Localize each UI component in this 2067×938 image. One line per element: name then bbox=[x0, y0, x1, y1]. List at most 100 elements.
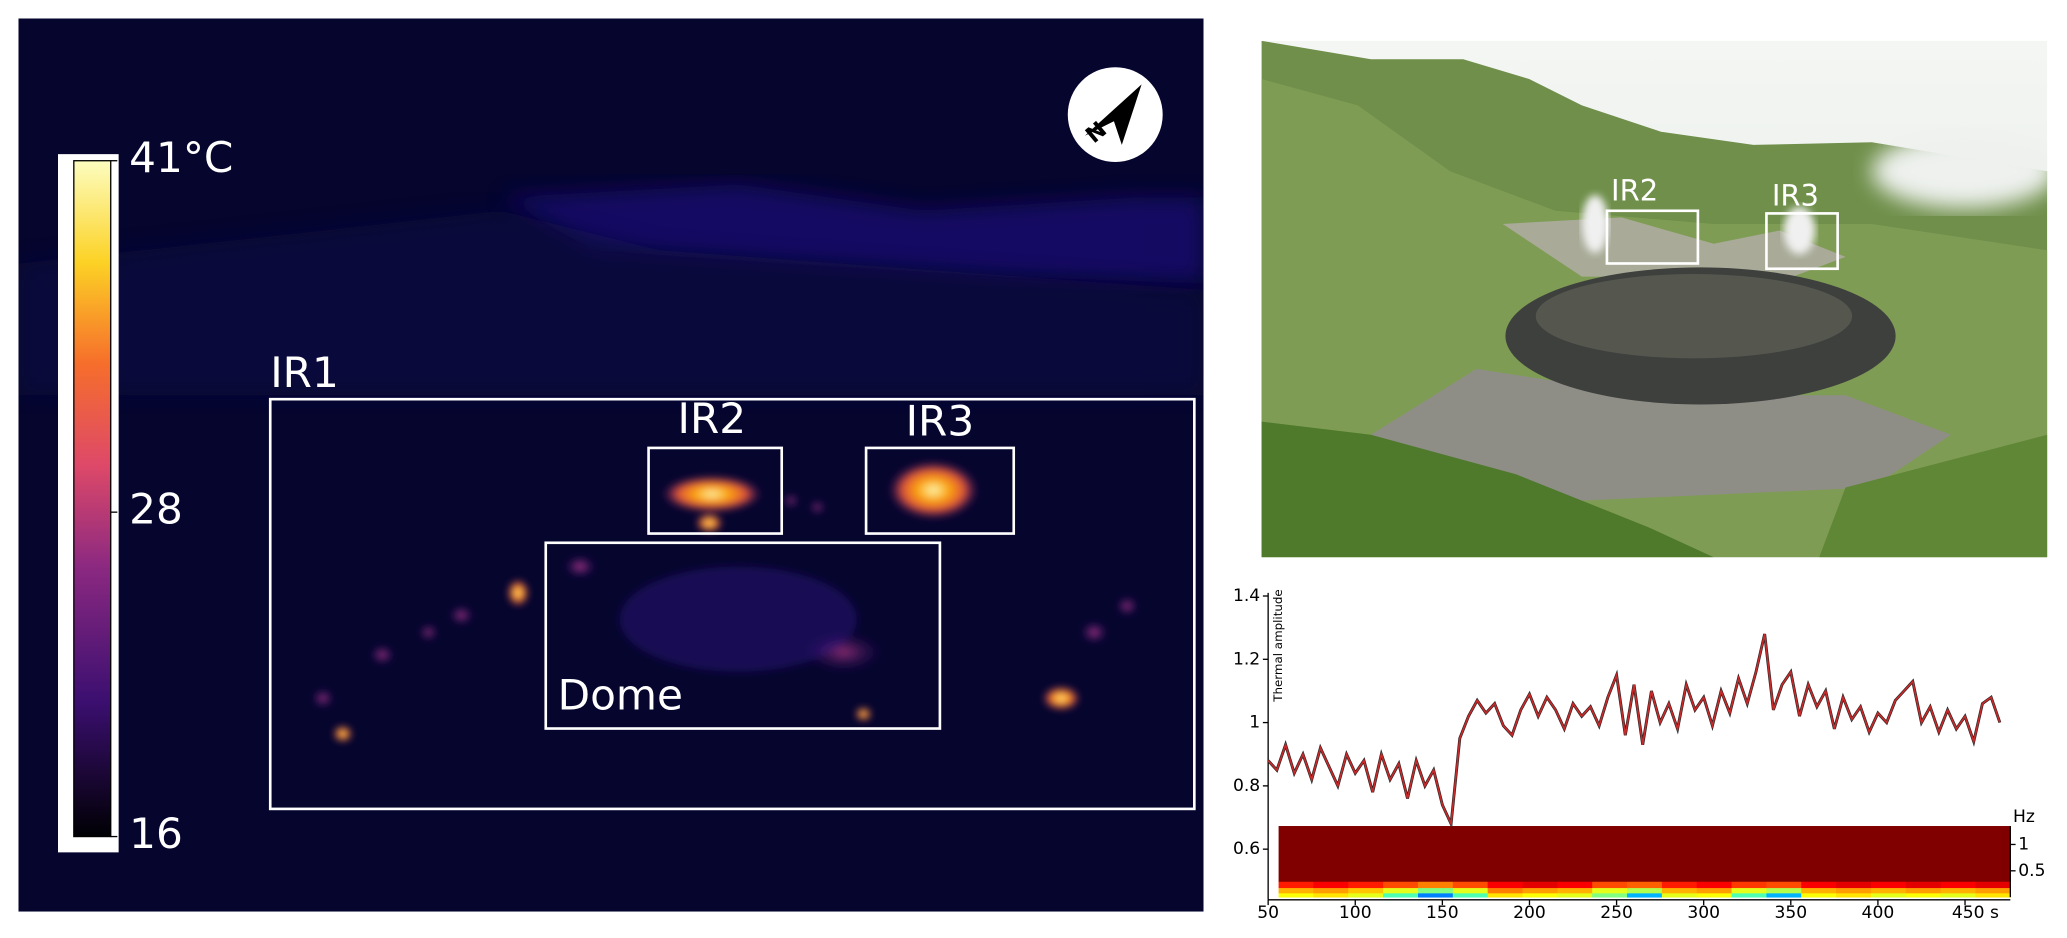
y-tick-label: 1.2 bbox=[1233, 649, 1260, 669]
thermal-chart: 1 0.5 Hz 0.6 0.8 1 1.2 1.4 50 100 150 200 250 300 350 4… bbox=[1233, 586, 2046, 923]
colorbar-tick-label: 28 bbox=[129, 485, 183, 534]
heatmap-cell bbox=[1487, 826, 1523, 882]
heatmap-cell bbox=[1592, 887, 1628, 894]
heatmap-cell bbox=[1383, 887, 1419, 894]
compass-arrow bbox=[1084, 84, 1142, 145]
heatmap-cell bbox=[1870, 881, 1907, 889]
heatmap-cell bbox=[1766, 887, 1802, 894]
heatmap-cell bbox=[1348, 887, 1384, 894]
x-tick-label: 150 bbox=[1426, 903, 1459, 923]
series-line-shadow bbox=[1267, 633, 2002, 830]
heatmap-cell bbox=[1731, 887, 1767, 894]
heatmap-cell bbox=[1313, 887, 1349, 894]
heatmap-cell bbox=[1975, 887, 2011, 894]
ir3-box bbox=[864, 446, 1016, 535]
heatmap-cell bbox=[1801, 881, 1837, 889]
heatmap-cell bbox=[1313, 826, 1349, 882]
heatmap-cell bbox=[1417, 892, 1454, 898]
region-boxes bbox=[268, 397, 1196, 811]
x-tick-label: 250 bbox=[1600, 903, 1633, 923]
heatmap-cell bbox=[1452, 826, 1489, 882]
heatmap-cell bbox=[1940, 881, 1976, 889]
heatmap-cell bbox=[1661, 887, 1698, 894]
heatmap-cell bbox=[1870, 826, 1907, 882]
heatmap-cell bbox=[1766, 826, 1802, 882]
heatmap-cell bbox=[1905, 826, 1942, 882]
heatmap-cell bbox=[1661, 826, 1698, 882]
ir1-box bbox=[268, 397, 1196, 811]
heatmap-cell bbox=[1940, 826, 1976, 882]
heatmap-cell bbox=[1836, 887, 1872, 894]
region-label: IR1 bbox=[270, 348, 339, 397]
heatmap-cell bbox=[1661, 892, 1698, 898]
colorbar bbox=[73, 160, 112, 838]
heatmap-cell bbox=[1975, 892, 2011, 898]
heatmap-cell bbox=[1383, 881, 1419, 889]
heatmap-cell bbox=[1383, 826, 1419, 882]
heatmap-cell bbox=[1905, 892, 1942, 898]
heatmap-cell bbox=[1836, 881, 1872, 889]
heatmap-cell bbox=[1696, 826, 1732, 882]
thermal-image: N IR1 IR2 IR3 Dome bbox=[18, 18, 1204, 912]
heatmap-cell bbox=[1731, 892, 1767, 898]
heatmap-cell bbox=[1487, 887, 1523, 894]
heatmap-cell bbox=[1661, 881, 1698, 889]
heatmap-cell bbox=[1940, 892, 1976, 898]
y-tick-label: 1.4 bbox=[1233, 586, 1260, 606]
heatmap-cell bbox=[1348, 881, 1384, 889]
y-tick-label: 0.8 bbox=[1233, 776, 1260, 796]
heatmap-cell bbox=[1313, 881, 1349, 889]
heatmap-cell bbox=[1557, 826, 1593, 882]
heatmap-cell bbox=[1417, 887, 1454, 894]
heatmap-cell bbox=[1836, 892, 1872, 898]
heatmap-cell bbox=[1766, 892, 1802, 898]
heatmap-cell bbox=[1487, 892, 1523, 898]
region-label: Dome bbox=[558, 671, 683, 720]
x-tick-label: 100 bbox=[1339, 903, 1372, 923]
heatmap-cell bbox=[1522, 887, 1558, 894]
photo-ir2-box bbox=[1605, 209, 1700, 265]
ir2-box bbox=[647, 446, 784, 535]
heatmap-cell bbox=[1940, 887, 1976, 894]
x-tick-label: 400 bbox=[1862, 903, 1895, 923]
heatmap-cell bbox=[1731, 881, 1767, 889]
heatmap-cell bbox=[1278, 881, 1314, 889]
heatmap-cell bbox=[1417, 826, 1454, 882]
heatmap-cell bbox=[1836, 826, 1872, 882]
heatmap-cell bbox=[1766, 881, 1802, 889]
colorbar-tick-label: 41°C bbox=[129, 133, 233, 182]
heatmap-cell bbox=[1452, 892, 1489, 898]
heatmap-cell bbox=[1278, 892, 1314, 898]
heatmap-cell bbox=[1522, 881, 1558, 889]
heatmap-cell bbox=[1557, 887, 1593, 894]
heatmap-cell bbox=[1452, 887, 1489, 894]
heatmap-cell bbox=[1557, 892, 1593, 898]
heatmap-cell bbox=[1696, 887, 1732, 894]
heatmap-cell bbox=[1801, 887, 1837, 894]
x-tick-label: 300 bbox=[1687, 903, 1720, 923]
x-tick-label: 350 bbox=[1774, 903, 1807, 923]
heatmap-cell bbox=[1627, 826, 1663, 882]
heatmap-cell bbox=[1627, 887, 1663, 894]
heatmap-cell bbox=[1487, 881, 1523, 889]
heatmap-cell bbox=[1592, 892, 1628, 898]
heatmap-cell bbox=[1627, 881, 1663, 889]
y-tick-label: 0.6 bbox=[1233, 839, 1260, 859]
heatmap-cell bbox=[1313, 892, 1349, 898]
heatmap-axis-label: Hz bbox=[2013, 807, 2035, 827]
y-axis-label: Thermal amplitude bbox=[1271, 589, 1285, 703]
heatmap-cell bbox=[1348, 892, 1384, 898]
y-tick-label: 1 bbox=[1249, 713, 1260, 733]
series-line bbox=[1267, 633, 2001, 828]
heatmap-cell bbox=[1870, 892, 1907, 898]
heatmap-cell bbox=[1696, 881, 1732, 889]
heatmap-cell bbox=[1905, 881, 1942, 889]
heatmap-cell bbox=[1592, 826, 1628, 882]
photo-region-label: IR3 bbox=[1772, 179, 1819, 213]
heatmap-cell bbox=[1905, 887, 1942, 894]
heatmap-cell bbox=[1383, 892, 1419, 898]
region-label: IR2 bbox=[678, 394, 747, 443]
photo: IR2 IR3 bbox=[1261, 40, 2048, 558]
